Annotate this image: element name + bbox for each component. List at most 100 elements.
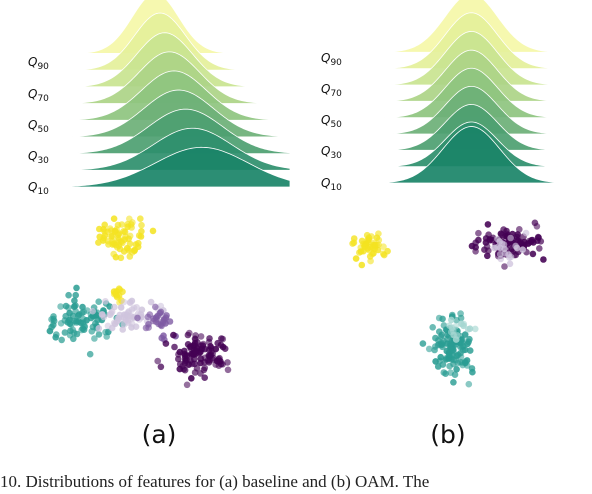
scatter-point-a-5 <box>171 343 178 351</box>
scatter-point-a-5 <box>186 329 193 337</box>
scatter-point-a-2 <box>73 284 80 292</box>
scatter-point-b-3 <box>419 340 427 347</box>
scatter-point-a-3 <box>120 314 128 321</box>
scatter-point-b-0 <box>357 248 365 255</box>
scatter-point-b-3 <box>461 331 469 338</box>
scatter-point-b-3 <box>469 368 476 376</box>
scatter-point-b-3 <box>447 345 454 352</box>
quantile-label-a-10: Q10 <box>28 180 49 197</box>
scatter-point-a-5 <box>208 348 215 355</box>
scatter-point-b-3 <box>451 371 459 379</box>
scatter-point-a-2 <box>83 317 90 324</box>
scatter-point-b-2 <box>506 260 514 268</box>
scatter-point-b-0 <box>380 251 388 259</box>
scatter-point-a-3 <box>126 299 134 306</box>
scatter-point-a-5 <box>224 366 232 374</box>
scatter-point-a-3 <box>102 298 109 305</box>
scatter-point-b-3 <box>450 379 457 386</box>
scatter-point-b-3 <box>453 366 460 373</box>
scatter-point-a-5 <box>188 375 195 382</box>
scatter-point-b-1 <box>533 223 541 230</box>
scatter-point-b-3 <box>440 369 448 376</box>
scatter-point-a-5 <box>212 361 219 368</box>
scatter-point-b-1 <box>484 221 492 228</box>
scatter-point-a-5 <box>157 363 165 371</box>
scatter-point-a-2 <box>57 303 64 310</box>
scatter-point-a-3 <box>106 311 114 319</box>
scatter-point-b-2 <box>496 244 504 252</box>
scatter-point-a-4 <box>134 314 141 322</box>
scatter-point-b-3 <box>439 315 446 323</box>
scatter-point-a-5 <box>215 356 222 363</box>
scatter-point-b-4 <box>466 325 474 333</box>
scatter-point-a-0 <box>138 221 145 229</box>
scatter-point-a-2 <box>95 298 102 306</box>
scatter-point-a-5 <box>181 366 189 374</box>
scatter-point-b-0 <box>352 255 360 262</box>
scatter-point-a-2 <box>66 331 74 339</box>
scatter-point-a-0 <box>99 237 107 244</box>
scatter-point-b-2 <box>507 234 514 242</box>
scatter-point-a-0 <box>120 228 127 235</box>
scatter-point-a-2 <box>80 326 88 334</box>
scatter-point-a-3 <box>132 323 140 331</box>
scatter-point-b-3 <box>432 358 439 365</box>
scatter-point-a-3 <box>89 307 96 315</box>
scatter-point-a-0 <box>113 226 120 233</box>
scatter-point-a-2 <box>75 312 82 319</box>
scatter-point-b-3 <box>465 380 473 388</box>
scatter-point-a-2 <box>48 323 55 331</box>
scatter-point-a-3 <box>120 298 128 306</box>
scatter-point-a-0 <box>138 228 145 235</box>
panel-label-b: (b) <box>430 420 466 449</box>
scatter-point-a-4 <box>154 312 161 320</box>
scatter-point-a-1 <box>110 288 118 295</box>
scatter-point-a-5 <box>185 361 192 369</box>
ridgeline-plot-a: Q90 Q70 Q50 Q30 Q10 <box>28 0 291 197</box>
scatter-point-a-2 <box>95 331 103 338</box>
scatter-point-a-2 <box>72 302 79 309</box>
scatter-point-a-0 <box>121 236 128 243</box>
scatter-point-a-2 <box>66 316 74 324</box>
ridge-a-6 <box>57 108 291 155</box>
scatter-point-b-1 <box>514 231 521 238</box>
scatter-point-a-5 <box>197 342 205 349</box>
scatter-point-a-2 <box>86 350 94 358</box>
scatter-point-a-4 <box>150 317 157 325</box>
quantile-label-b-70: Q70 <box>321 82 342 99</box>
scatter-point-a-2 <box>72 291 79 299</box>
scatter-point-b-2 <box>519 246 526 253</box>
scatter-point-a-5 <box>197 333 205 340</box>
scatter-point-a-2 <box>91 335 98 342</box>
scatter-point-b-3 <box>466 347 474 354</box>
scatter-point-b-1 <box>484 252 491 260</box>
scatter-point-a-3 <box>104 322 112 330</box>
scatter-point-a-2 <box>58 336 65 344</box>
scatter-point-a-0 <box>123 244 131 252</box>
scatter-plot-b <box>349 219 547 388</box>
scatter-point-a-5 <box>191 335 199 343</box>
scatter-point-a-5 <box>219 361 226 368</box>
scatter-point-b-4 <box>448 316 455 324</box>
scatter-point-a-4 <box>144 313 152 321</box>
scatter-point-b-0 <box>369 250 376 258</box>
scatter-point-a-0 <box>126 253 134 260</box>
scatter-point-a-4 <box>142 324 150 332</box>
scatter-point-a-5 <box>191 360 198 368</box>
scatter-point-a-1 <box>115 285 123 293</box>
quantile-label-a-50: Q50 <box>28 118 49 135</box>
scatter-point-a-5 <box>217 341 225 349</box>
scatter-point-a-5 <box>183 352 191 359</box>
scatter-point-b-3 <box>439 361 447 368</box>
scatter-point-b-3 <box>442 356 450 363</box>
scatter-point-a-0 <box>126 232 134 240</box>
scatter-point-a-3 <box>128 306 136 313</box>
scatter-point-a-5 <box>170 331 177 339</box>
scatter-point-b-3 <box>447 340 455 347</box>
ridgeline-plot-b: Q90 Q70 Q50 Q30 Q10 <box>321 0 577 193</box>
scatter-point-b-3 <box>463 357 471 364</box>
scatter-point-b-1 <box>529 236 536 244</box>
panel-label-a: (a) <box>141 420 177 449</box>
scatter-point-a-5 <box>200 366 208 374</box>
scatter-point-a-5 <box>175 355 182 363</box>
